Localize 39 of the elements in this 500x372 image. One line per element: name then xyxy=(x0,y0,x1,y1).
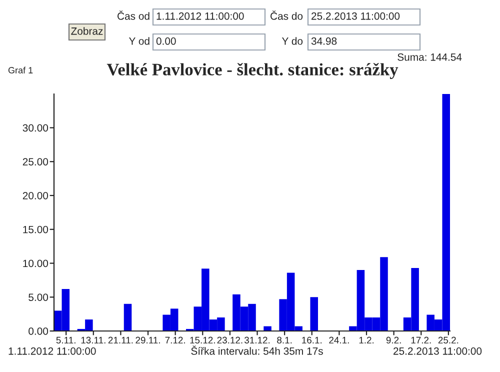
x-tick-label: 5.11. xyxy=(56,336,76,344)
text: 25.2.2013 11:00:00 xyxy=(394,347,482,355)
x-tick-label: 24.1. xyxy=(329,336,349,344)
x-tick-label: 21.11. xyxy=(108,336,133,344)
x-tick-label: 29.11. xyxy=(136,336,160,344)
text: Šířka intervalu: 54h 35m 17s xyxy=(191,346,323,355)
x-tick-label: 23.12. xyxy=(217,336,242,344)
y-tick-label: 0.00 xyxy=(28,328,48,335)
text: Y do xyxy=(282,37,303,45)
x-tick-label: 17.2. xyxy=(411,336,431,344)
text: 1.11.2012 11:00:00 xyxy=(156,12,244,20)
x-tick-label: 9.2. xyxy=(386,336,401,344)
text: Y od xyxy=(128,37,150,45)
y-tick-label: 10.00 xyxy=(23,260,48,268)
x-tick-label: 31.12. xyxy=(244,336,270,344)
text: Zobraz xyxy=(71,27,103,35)
x-tick-label: 16.1. xyxy=(302,336,322,344)
x-tick-label: 25.2. xyxy=(438,336,458,344)
text: 1.11.2012 11:00:00 xyxy=(8,347,96,355)
chart-title: Velké Pavlovice - šlecht. stanice: srážky xyxy=(106,63,398,79)
x-tick-label: 1.2. xyxy=(359,336,374,344)
y-tick-label: 25.00 xyxy=(22,158,48,166)
text: Graf 1 xyxy=(8,66,33,74)
y-tick-label: 20.00 xyxy=(22,192,48,200)
text: 34.98 xyxy=(311,37,337,45)
y-tick-label: 15.00 xyxy=(23,226,48,234)
bar xyxy=(310,297,318,331)
bar xyxy=(124,304,132,331)
text: Suma: 144.54 xyxy=(398,53,462,61)
text: 0.00 xyxy=(156,37,176,45)
y-tick-label: 5.00 xyxy=(28,294,48,301)
x-tick-label: 7.12. xyxy=(165,336,185,344)
y-tick-label: 30.00 xyxy=(22,124,48,132)
x-tick-label: 8.1. xyxy=(277,336,292,344)
text: Čas od xyxy=(118,10,150,20)
text: Čas do xyxy=(270,10,303,20)
text: 25.2.2013 11:00:00 xyxy=(312,12,400,20)
x-tick-label: 15.12. xyxy=(190,336,215,344)
x-tick-label: 13.11. xyxy=(81,336,106,344)
